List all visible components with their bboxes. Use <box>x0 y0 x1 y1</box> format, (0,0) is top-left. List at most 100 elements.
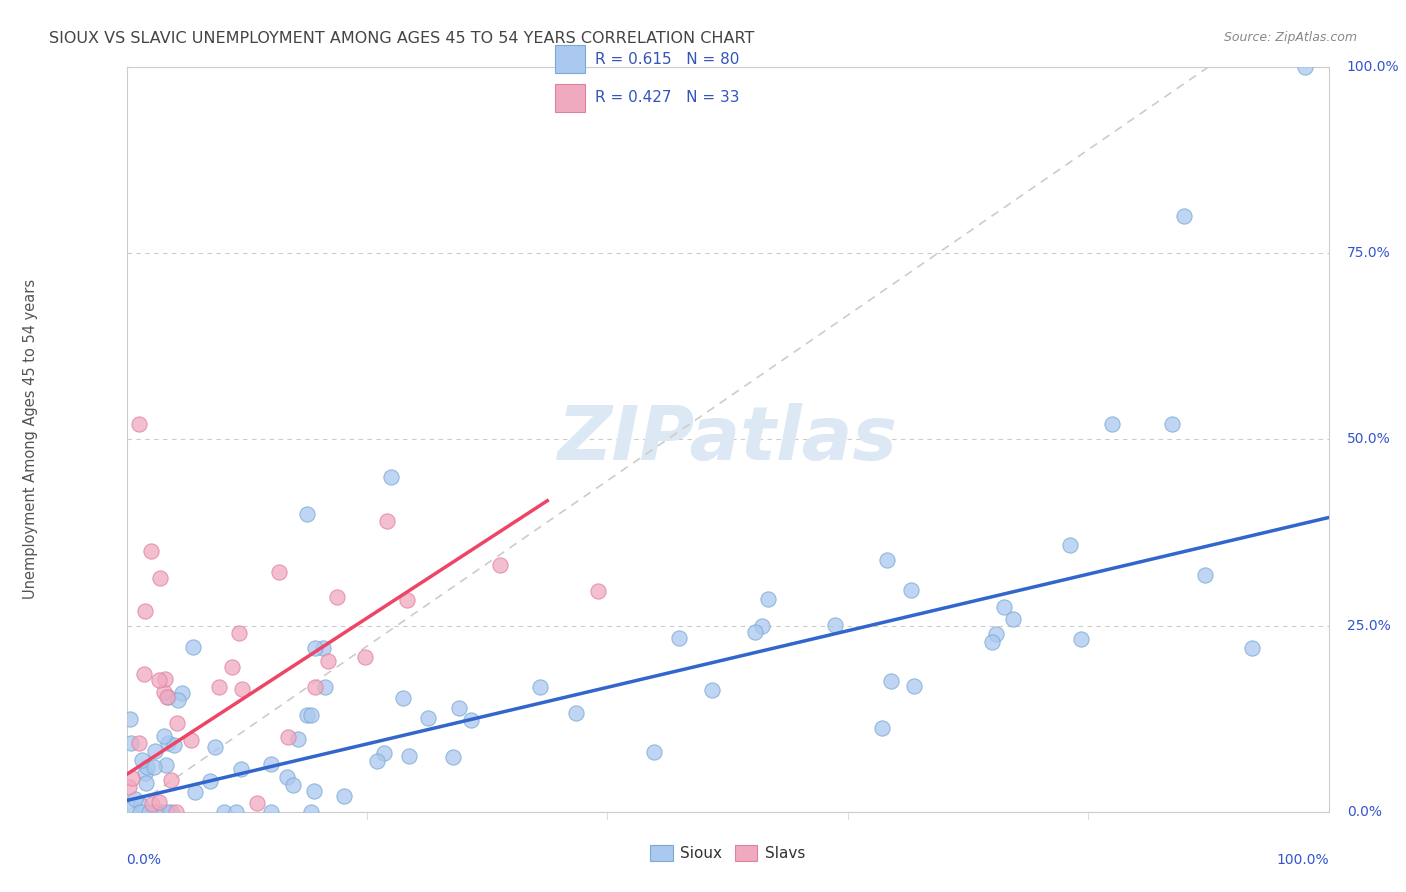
Point <box>366 754 388 768</box>
Point <box>129 798 152 813</box>
Point <box>124 792 146 806</box>
Point <box>134 765 156 780</box>
Point <box>295 707 318 722</box>
Point <box>221 660 243 674</box>
Text: 100.0%: 100.0% <box>1347 60 1399 74</box>
Point <box>184 785 207 799</box>
Point <box>120 735 142 749</box>
Point <box>160 772 183 787</box>
Point <box>231 682 253 697</box>
Point <box>903 679 925 693</box>
Point <box>267 565 290 579</box>
Point <box>152 805 174 819</box>
Point <box>276 770 298 784</box>
Point <box>744 624 766 639</box>
Point <box>157 690 180 705</box>
Point <box>170 686 193 700</box>
Point <box>876 553 898 567</box>
Text: R = 0.427   N = 33: R = 0.427 N = 33 <box>595 90 740 105</box>
Point <box>1161 417 1184 432</box>
Point <box>181 640 204 654</box>
Point <box>416 711 439 725</box>
Point <box>751 618 773 632</box>
Point <box>993 599 1015 614</box>
Point <box>132 666 155 681</box>
Point <box>153 684 176 698</box>
Point <box>121 771 143 785</box>
Point <box>333 789 356 803</box>
Point <box>160 805 183 819</box>
FancyBboxPatch shape <box>555 84 585 112</box>
Point <box>1294 60 1316 74</box>
Point <box>304 641 326 656</box>
Point <box>148 673 170 687</box>
Point <box>1194 567 1216 582</box>
Point <box>1101 417 1123 432</box>
Point <box>131 753 153 767</box>
Text: Unemployment Among Ages 45 to 54 years: Unemployment Among Ages 45 to 54 years <box>22 279 38 599</box>
Point <box>180 732 202 747</box>
Point <box>281 778 304 792</box>
Point <box>138 805 160 819</box>
Point <box>295 507 318 521</box>
Legend: Sioux, Slavs: Sioux, Slavs <box>644 839 811 867</box>
Point <box>198 773 221 788</box>
Point <box>460 713 482 727</box>
Point <box>118 780 141 794</box>
Point <box>1173 209 1195 223</box>
Point <box>353 649 375 664</box>
Point <box>166 693 188 707</box>
Point <box>157 736 180 750</box>
Point <box>489 558 512 573</box>
Point <box>1070 632 1092 646</box>
Point <box>143 805 166 819</box>
Point <box>668 631 690 645</box>
Point <box>380 469 402 483</box>
FancyBboxPatch shape <box>555 45 585 73</box>
Point <box>314 680 336 694</box>
Point <box>120 801 142 815</box>
Point <box>208 680 231 694</box>
Point <box>214 805 236 819</box>
Point <box>1059 538 1081 552</box>
Point <box>287 731 309 746</box>
Point <box>135 776 157 790</box>
Point <box>643 745 665 759</box>
Text: 50.0%: 50.0% <box>1347 433 1391 446</box>
Point <box>986 627 1008 641</box>
Point <box>163 738 186 752</box>
Point <box>156 805 179 819</box>
Point <box>1001 612 1024 626</box>
Point <box>304 680 326 694</box>
Point <box>447 700 470 714</box>
Point <box>136 760 159 774</box>
Point <box>142 760 165 774</box>
Point <box>225 805 247 819</box>
Point <box>141 797 163 812</box>
Point <box>824 617 846 632</box>
Point <box>299 708 322 723</box>
Point <box>375 514 398 528</box>
Point <box>900 582 922 597</box>
Point <box>441 749 464 764</box>
Point <box>302 784 325 798</box>
Point <box>564 706 586 720</box>
Point <box>870 721 893 735</box>
Text: 0.0%: 0.0% <box>127 853 162 867</box>
Point <box>166 715 188 730</box>
Point <box>156 690 179 704</box>
Point <box>149 571 172 585</box>
Text: R = 0.615   N = 80: R = 0.615 N = 80 <box>595 52 740 67</box>
Text: 0.0%: 0.0% <box>1347 805 1382 819</box>
Point <box>529 680 551 694</box>
Text: 75.0%: 75.0% <box>1347 246 1391 260</box>
Text: SIOUX VS SLAVIC UNEMPLOYMENT AMONG AGES 45 TO 54 YEARS CORRELATION CHART: SIOUX VS SLAVIC UNEMPLOYMENT AMONG AGES … <box>49 31 755 46</box>
Point <box>148 795 170 809</box>
Point <box>120 712 142 726</box>
Point <box>165 805 187 819</box>
Text: Source: ZipAtlas.com: Source: ZipAtlas.com <box>1223 31 1357 45</box>
Point <box>756 592 779 607</box>
Point <box>316 654 339 668</box>
Point <box>260 805 283 819</box>
Point <box>228 626 250 640</box>
